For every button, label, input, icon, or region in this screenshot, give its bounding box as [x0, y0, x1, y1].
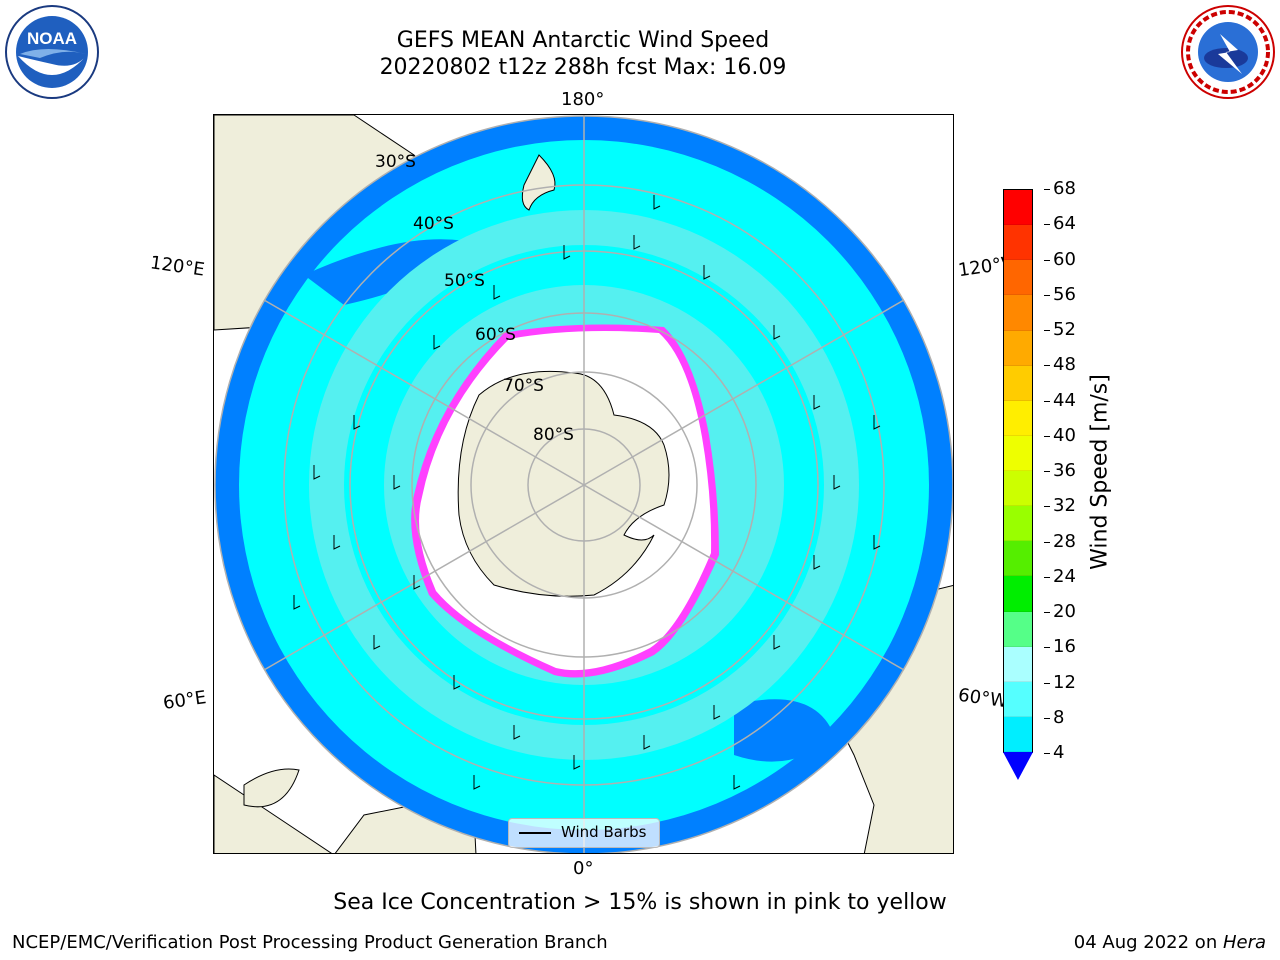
colorbar-tick-label: 8 — [1053, 706, 1065, 728]
colorbar-tick-label: 60 — [1053, 248, 1076, 270]
colorbar-tick-label: 20 — [1053, 601, 1076, 622]
colorbar-tick-mark — [1044, 400, 1050, 402]
land-antarctica — [457, 370, 670, 597]
colorbar-band — [1004, 506, 1032, 542]
colorbar-tick-mark — [1044, 753, 1050, 754]
lon-label-60w: 60°W — [956, 684, 1009, 713]
colorbar-tick-mark — [1044, 435, 1050, 437]
colorbar-tick-label: 64 — [1053, 213, 1076, 235]
colorbar-band — [1004, 576, 1032, 612]
lon-label-0: 0° — [573, 858, 594, 879]
colorbar-tick-label: 12 — [1053, 671, 1076, 693]
colorbar — [1003, 189, 1033, 753]
polar-map — [214, 115, 953, 853]
map-frame — [213, 114, 954, 854]
colorbar-tick-label: 40 — [1053, 424, 1076, 446]
colorbar-tick-mark — [1044, 717, 1050, 719]
lat-label-50s: 50°S — [444, 271, 485, 291]
colorbar-tick-mark — [1044, 294, 1050, 296]
lat-label-60s: 60°S — [475, 325, 516, 345]
colorbar-tick-label: 24 — [1053, 565, 1076, 587]
wind-barb-legend: Wind Barbs — [508, 818, 660, 848]
colorbar-tick-mark — [1044, 189, 1050, 190]
colorbar-band — [1004, 190, 1032, 226]
footer-machine: Hera — [1222, 932, 1266, 953]
colorbar-tick-mark — [1044, 647, 1050, 649]
colorbar-tick-label: 28 — [1053, 530, 1076, 552]
colorbar-band — [1004, 225, 1032, 261]
colorbar-band — [1004, 681, 1032, 717]
colorbar-tick-label: 68 — [1053, 178, 1076, 199]
map-title: GEFS MEAN Antarctic Wind Speed — [396, 28, 770, 53]
colorbar-tick-mark — [1044, 612, 1050, 613]
noaa-logo-icon: NOAA — [4, 4, 100, 100]
lat-label-30s: 30°S — [375, 152, 416, 172]
colorbar-band — [1004, 365, 1032, 401]
colorbar-tick-label: 52 — [1053, 319, 1076, 340]
colorbar-label: Wind Speed [m/s] — [1087, 374, 1113, 570]
lon-label-60e: 60°E — [161, 687, 208, 714]
colorbar-tick-label: 48 — [1053, 354, 1076, 376]
colorbar-tick-mark — [1044, 682, 1050, 684]
lat-label-80s: 80°S — [533, 425, 574, 445]
national-weather-service-logo-icon — [1180, 4, 1276, 100]
footer-date-text: 04 Aug 2022 on — [1073, 932, 1223, 953]
colorbar-tick-mark — [1044, 471, 1050, 472]
low-wind-patch-southeast — [734, 699, 834, 762]
colorbar-band — [1004, 435, 1032, 471]
wind-barb-line-icon — [519, 832, 551, 834]
footer-date: 04 Aug 2022 on Hera — [1074, 932, 1266, 953]
colorbar-tick-label: 36 — [1053, 460, 1076, 481]
colorbar-tick-mark — [1044, 506, 1050, 508]
colorbar-tick-label: 32 — [1053, 495, 1076, 517]
colorbar-band — [1004, 471, 1032, 507]
colorbar-tick-label: 44 — [1053, 389, 1076, 411]
colorbar-tick-mark — [1044, 365, 1050, 367]
legend-label: Wind Barbs — [561, 823, 647, 841]
colorbar-tick-mark — [1044, 330, 1050, 331]
land-new-zealand — [521, 154, 556, 211]
colorbar-tick-label: 4 — [1053, 742, 1065, 763]
wind-barbs — [293, 195, 881, 790]
lat-label-70s: 70°S — [503, 376, 544, 396]
colorbar-band — [1004, 611, 1032, 647]
colorbar-band — [1004, 541, 1032, 577]
colorbar-band — [1004, 330, 1032, 366]
colorbar-tick-mark — [1044, 224, 1050, 226]
map-subtitle: 20220802 t12z 288h fcst Max: 16.09 — [379, 55, 787, 80]
colorbar-tick-mark — [1044, 259, 1050, 261]
footer-credit: NCEP/EMC/Verification Post Processing Pr… — [12, 932, 608, 953]
colorbar-tick-label: 56 — [1053, 283, 1076, 305]
land-madagascar — [243, 768, 300, 808]
graticule — [214, 115, 953, 853]
sea-ice-caption: Sea Ice Concentration > 15% is shown in … — [333, 890, 947, 915]
lat-label-40s: 40°S — [413, 214, 454, 234]
colorbar-tick-mark — [1044, 541, 1050, 543]
lon-label-120e: 120°E — [148, 252, 206, 281]
colorbar-tick-label: 16 — [1053, 636, 1076, 658]
noaa-logo-text: NOAA — [27, 29, 77, 48]
lon-label-180: 180° — [561, 89, 605, 110]
colorbar-extend-arrow — [1003, 752, 1033, 780]
colorbar-band — [1004, 716, 1032, 752]
colorbar-tick-mark — [1044, 576, 1050, 578]
colorbar-band — [1004, 260, 1032, 296]
colorbar-band — [1004, 295, 1032, 331]
colorbar-band — [1004, 646, 1032, 682]
colorbar-band — [1004, 400, 1032, 436]
